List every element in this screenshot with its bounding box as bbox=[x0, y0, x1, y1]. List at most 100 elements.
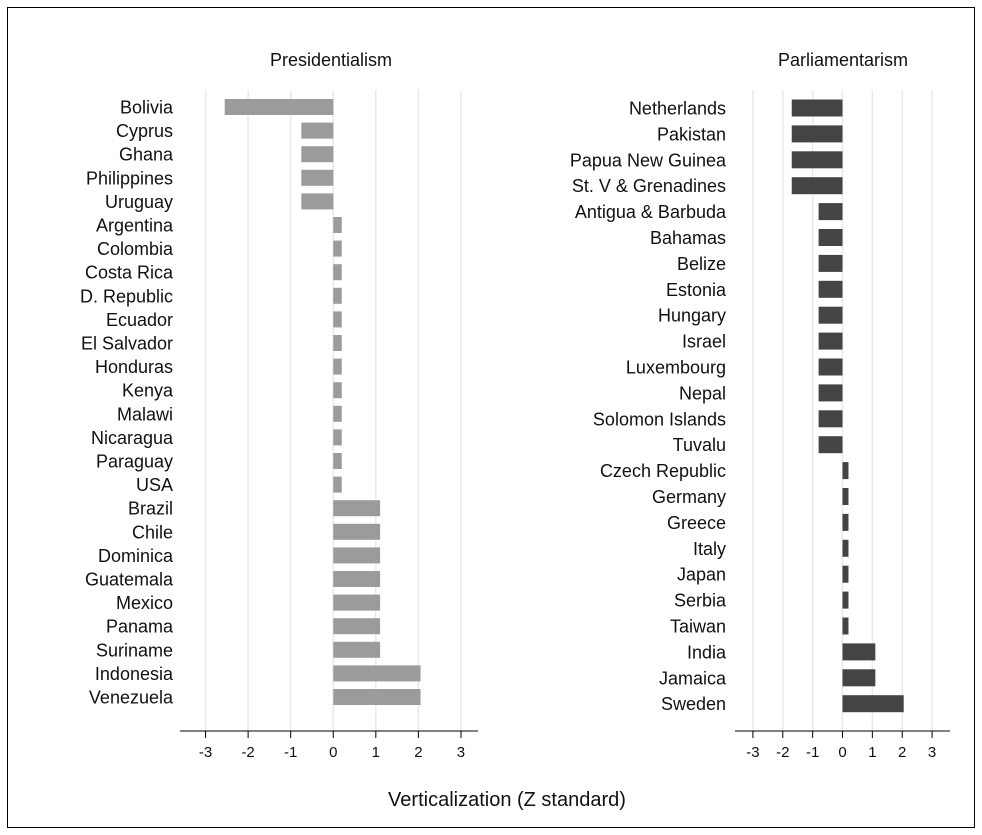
presidentialism-category-label: D. Republic bbox=[80, 286, 173, 306]
parliamentarism-x-tick-label: -2 bbox=[776, 744, 789, 761]
presidentialism-category-label: Dominica bbox=[98, 546, 174, 566]
parliamentarism-category-label: Solomon Islands bbox=[593, 409, 726, 429]
presidentialism-category-label: Philippines bbox=[86, 168, 173, 188]
parliamentarism-bar bbox=[842, 513, 849, 531]
parliamentarism-bar bbox=[842, 695, 904, 713]
parliamentarism-category-label: Antigua & Barbuda bbox=[575, 202, 727, 222]
presidentialism-bar bbox=[301, 193, 334, 210]
presidentialism-x-tick-label: -2 bbox=[241, 744, 254, 761]
parliamentarism-category-label: Belize bbox=[677, 254, 726, 274]
presidentialism-bar bbox=[333, 429, 342, 446]
parliamentarism-bar bbox=[818, 436, 843, 454]
parliamentarism-bar bbox=[791, 99, 843, 117]
presidentialism-category-label: Brazil bbox=[128, 499, 173, 519]
presidentialism-category-label: Chile bbox=[132, 522, 173, 542]
parliamentarism-category-label: Luxembourg bbox=[626, 358, 726, 378]
parliamentarism-bar bbox=[818, 280, 843, 298]
parliamentarism-bar bbox=[842, 488, 849, 505]
presidentialism-bar bbox=[301, 122, 334, 139]
presidentialism-bar bbox=[333, 217, 342, 233]
parliamentarism-bar bbox=[818, 254, 843, 272]
parliamentarism-category-label: Greece bbox=[667, 513, 726, 533]
presidentialism-bar bbox=[333, 453, 342, 469]
parliamentarism-category-label: Serbia bbox=[674, 591, 727, 611]
parliamentarism-bar bbox=[818, 332, 843, 350]
parliamentarism-category-label: India bbox=[687, 642, 727, 662]
presidentialism-category-label: Suriname bbox=[96, 640, 173, 660]
presidentialism-x-tick-label: 2 bbox=[414, 744, 422, 761]
parliamentarism-category-label: Sweden bbox=[661, 694, 726, 714]
presidentialism-bar bbox=[224, 99, 334, 115]
parliamentarism-category-label: Estonia bbox=[666, 280, 727, 300]
presidentialism-x-tick-label: -3 bbox=[199, 744, 212, 761]
presidentialism-bar bbox=[333, 476, 342, 493]
presidentialism-title: Presidentialism bbox=[270, 50, 392, 70]
parliamentarism-category-label: Pakistan bbox=[657, 124, 726, 144]
presidentialism-category-label: Honduras bbox=[95, 357, 173, 377]
presidentialism-bar bbox=[301, 146, 334, 163]
parliamentarism-bar bbox=[818, 306, 843, 324]
presidentialism-category-label: Colombia bbox=[97, 239, 174, 259]
presidentialism-bar bbox=[333, 665, 421, 682]
presidentialism-bar bbox=[333, 287, 342, 304]
parliamentarism-category-label: Hungary bbox=[658, 306, 726, 326]
parliamentarism-bar bbox=[842, 617, 849, 635]
presidentialism-bar bbox=[333, 240, 342, 257]
parliamentarism-bar bbox=[842, 462, 849, 480]
presidentialism-bar bbox=[333, 594, 381, 611]
parliamentarism-bar bbox=[818, 384, 843, 402]
parliamentarism-x-tick-label: -3 bbox=[746, 744, 759, 761]
presidentialism-category-label: Ghana bbox=[119, 145, 174, 165]
presidentialism-category-label: Indonesia bbox=[95, 664, 174, 684]
presidentialism-category-label: Panama bbox=[106, 617, 174, 637]
parliamentarism-category-label: Netherlands bbox=[629, 99, 726, 119]
presidentialism-bar bbox=[301, 169, 334, 186]
parliamentarism-x-tick-label: 3 bbox=[928, 744, 936, 761]
presidentialism-x-tick-label: 3 bbox=[457, 744, 465, 761]
presidentialism-bar bbox=[333, 547, 381, 564]
presidentialism-bar bbox=[333, 641, 381, 658]
parliamentarism-bar bbox=[842, 643, 876, 661]
presidentialism-bar bbox=[333, 523, 381, 540]
parliamentarism-category-label: St. V & Grenadines bbox=[572, 176, 726, 196]
presidentialism-category-label: Mexico bbox=[116, 593, 173, 613]
presidentialism-bar bbox=[333, 335, 342, 351]
parliamentarism-bar bbox=[818, 410, 843, 428]
presidentialism-category-label: Costa Rica bbox=[85, 263, 174, 283]
presidentialism-bar bbox=[333, 405, 342, 422]
parliamentarism-bar bbox=[791, 151, 843, 169]
parliamentarism-category-label: Tuvalu bbox=[673, 435, 726, 455]
parliamentarism-category-label: Papua New Guinea bbox=[570, 150, 727, 170]
presidentialism-category-label: Bolivia bbox=[120, 98, 174, 118]
parliamentarism-panel: Parliamentarism Netherlands Pakistan Papua … bbox=[570, 50, 950, 761]
parliamentarism-bar bbox=[842, 565, 849, 583]
presidentialism-panel: Presidentialism Bolivia Cyprus Ghana Philipp… bbox=[80, 50, 478, 761]
parliamentarism-bar bbox=[842, 591, 849, 609]
presidentialism-x-tick-label: -1 bbox=[284, 744, 297, 761]
parliamentarism-x-tick-label: 0 bbox=[838, 744, 846, 761]
presidentialism-bar bbox=[333, 500, 381, 517]
presidentialism-category-label: Nicaragua bbox=[91, 428, 174, 448]
presidentialism-category-label: Ecuador bbox=[106, 310, 173, 330]
presidentialism-category-label: Kenya bbox=[122, 381, 174, 401]
parliamentarism-x-tick-label: 2 bbox=[898, 744, 906, 761]
presidentialism-category-label: USA bbox=[136, 475, 173, 495]
parliamentarism-bar bbox=[842, 539, 849, 557]
parliamentarism-category-label: Israel bbox=[682, 332, 726, 352]
parliamentarism-bar bbox=[818, 358, 843, 376]
presidentialism-x-tick-label: 1 bbox=[372, 744, 380, 761]
presidentialism-bar bbox=[333, 571, 381, 587]
presidentialism-bar bbox=[333, 358, 342, 375]
parliamentarism-x-tick-label: 1 bbox=[868, 744, 876, 761]
x-axis-label: Verticalization (Z standard) bbox=[388, 789, 626, 811]
parliamentarism-category-label: Jamaica bbox=[659, 668, 727, 688]
parliamentarism-bar bbox=[818, 203, 843, 221]
presidentialism-bar bbox=[333, 264, 342, 281]
parliamentarism-bar bbox=[791, 125, 843, 143]
presidentialism-category-label: Venezuela bbox=[89, 688, 174, 708]
presidentialism-bar bbox=[333, 618, 381, 635]
parliamentarism-x-tick-label: -1 bbox=[806, 744, 819, 761]
presidentialism-category-label: Malawi bbox=[117, 404, 173, 424]
parliamentarism-category-label: Germany bbox=[652, 487, 726, 507]
